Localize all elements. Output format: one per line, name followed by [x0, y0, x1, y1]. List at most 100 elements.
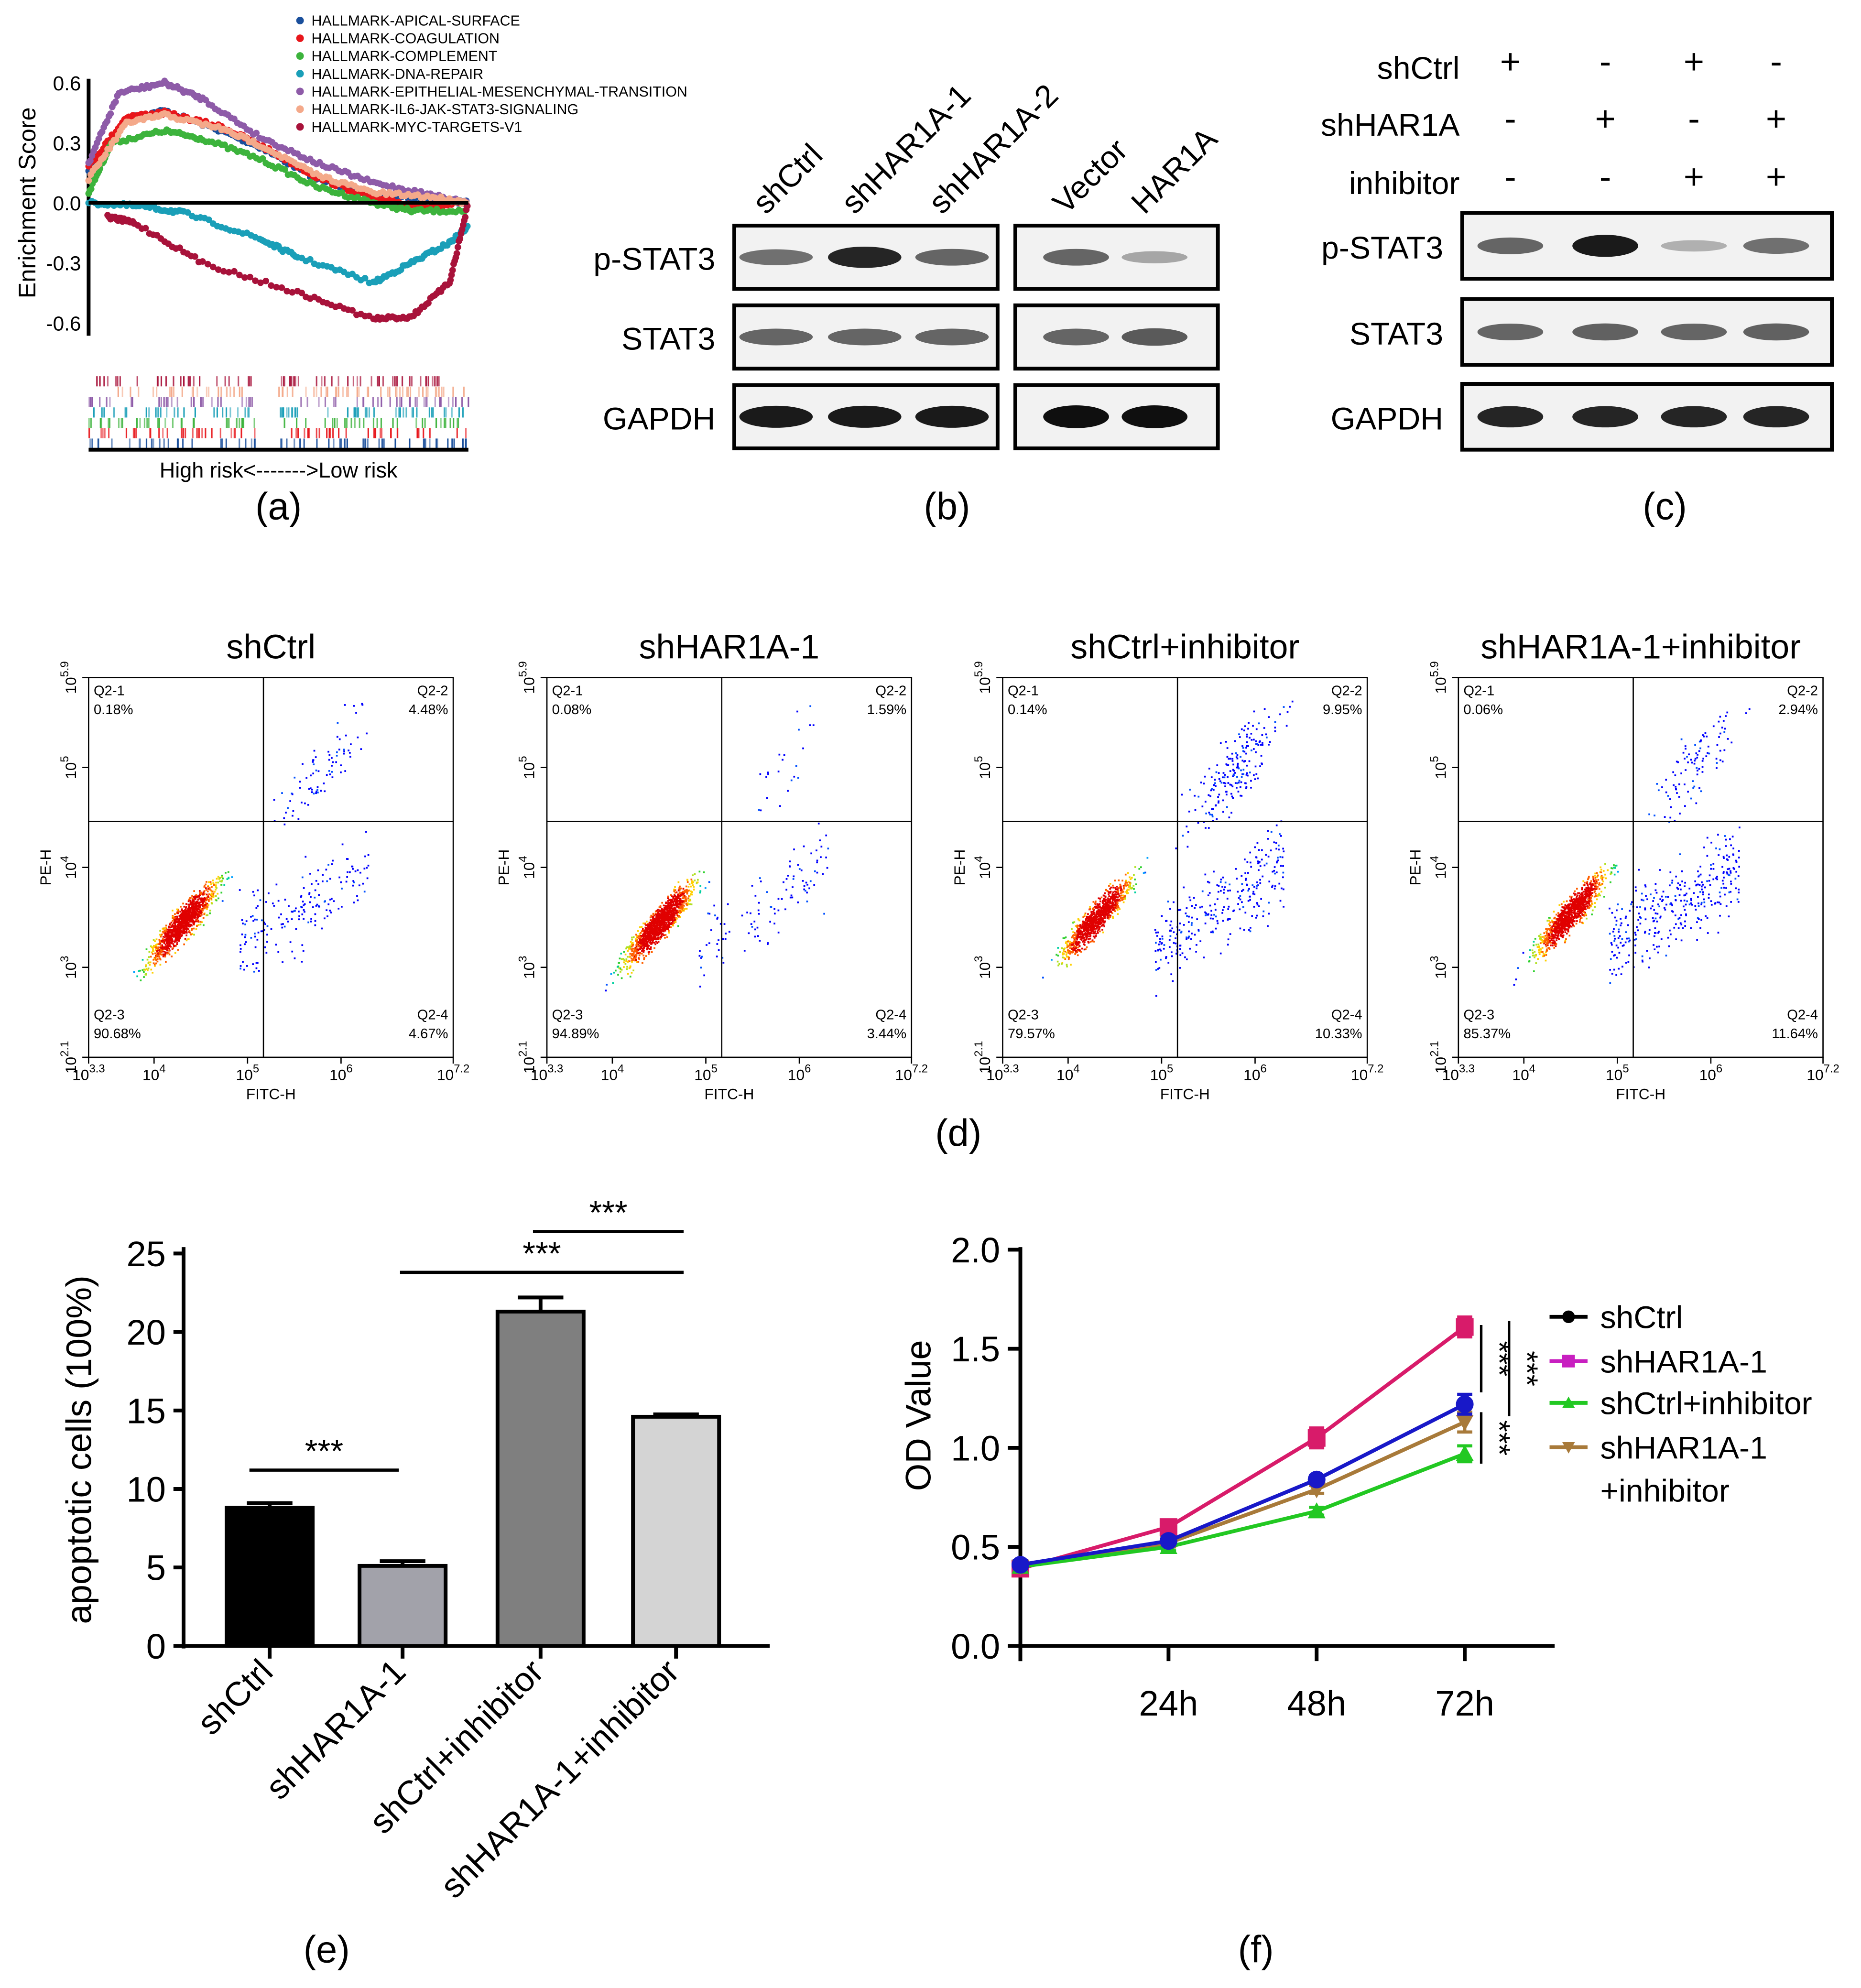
event-dot — [357, 869, 359, 871]
event-dot — [147, 962, 150, 965]
event-dot — [803, 885, 805, 887]
event-dot — [209, 910, 211, 912]
event-dot — [313, 763, 315, 766]
protein-band — [915, 249, 989, 266]
event-dot — [195, 903, 197, 905]
protein-band — [1043, 328, 1109, 346]
tick-base: 10 — [437, 1066, 454, 1084]
event-dot — [331, 776, 334, 778]
event-dot — [191, 914, 194, 916]
event-dot — [210, 890, 212, 891]
event-dot — [653, 942, 655, 944]
event-dot — [1188, 915, 1190, 918]
event-dot — [354, 870, 357, 872]
event-dot — [191, 912, 194, 914]
enrichment-point — [204, 261, 211, 268]
event-dot — [713, 904, 716, 907]
event-dot — [187, 922, 190, 924]
event-dot — [178, 910, 180, 913]
event-dot — [741, 914, 743, 917]
tick-exponent: 5 — [711, 1063, 718, 1075]
event-dot — [355, 712, 357, 714]
event-dot — [244, 934, 247, 936]
tick-exponent: 4 — [618, 1063, 624, 1075]
event-dot — [813, 884, 816, 886]
event-dot — [160, 935, 162, 938]
event-dot — [638, 958, 640, 960]
event-dot — [221, 876, 223, 878]
event-dot — [152, 962, 155, 965]
event-dot — [624, 963, 627, 965]
event-dot — [631, 972, 633, 974]
event-dot — [639, 926, 641, 928]
event-dot — [615, 969, 617, 972]
event-dot — [196, 917, 198, 919]
event-dot — [211, 894, 213, 896]
event-dot — [1253, 886, 1255, 888]
event-dot — [329, 899, 331, 901]
event-dot — [795, 765, 797, 767]
event-dot — [287, 807, 289, 809]
event-dot — [327, 903, 330, 905]
event-dot — [218, 897, 219, 900]
event-dot — [759, 940, 761, 942]
event-dot — [797, 864, 799, 866]
event-dot — [362, 882, 364, 885]
event-dot — [792, 886, 794, 888]
event-dot — [196, 896, 199, 898]
event-dot — [666, 905, 668, 907]
flow-plot: shCtrlQ2-10.18%Q2-24.48%Q2-390.68%Q2-44.… — [37, 628, 469, 1103]
event-dot — [1220, 879, 1222, 880]
event-dot — [214, 891, 216, 893]
event-dot — [773, 908, 776, 910]
event-dot — [254, 946, 257, 948]
event-dot — [651, 930, 653, 932]
tick-base: 10 — [521, 677, 538, 694]
event-dot — [328, 770, 330, 772]
event-dot — [756, 926, 759, 929]
event-dot — [675, 901, 678, 903]
event-dot — [657, 912, 659, 914]
event-dot — [175, 945, 177, 947]
event-dot — [648, 922, 651, 923]
event-dot — [660, 913, 663, 916]
event-dot — [677, 916, 680, 918]
event-dot — [644, 940, 647, 942]
event-dot — [336, 736, 338, 738]
event-dot — [174, 913, 176, 915]
event-dot — [650, 943, 653, 945]
event-dot — [151, 951, 153, 954]
event-dot — [351, 865, 353, 868]
event-dot — [257, 932, 260, 934]
event-dot — [254, 933, 256, 934]
event-dot — [174, 927, 177, 929]
event-dot — [206, 904, 208, 906]
event-dot — [1190, 938, 1192, 940]
event-dot — [1208, 812, 1210, 814]
event-dot — [817, 822, 820, 825]
event-dot — [184, 923, 186, 924]
event-dot — [161, 940, 163, 943]
quadrant-name: Q2-1 — [94, 684, 125, 699]
event-dot — [199, 923, 202, 926]
event-dot — [1283, 850, 1285, 853]
event-dot — [212, 882, 215, 884]
tick-base: 10 — [521, 862, 538, 879]
event-dot — [152, 958, 154, 961]
event-dot — [180, 905, 182, 908]
event-dot — [1104, 892, 1106, 894]
event-dot — [200, 911, 202, 913]
event-dot — [667, 927, 669, 929]
event-dot — [798, 868, 801, 870]
event-dot — [654, 937, 657, 939]
protein-band — [1477, 323, 1544, 340]
event-dot — [353, 705, 355, 707]
event-dot — [167, 939, 169, 942]
event-dot — [661, 922, 663, 924]
event-dot — [330, 912, 332, 913]
event-dot — [176, 929, 179, 932]
event-dot — [217, 892, 219, 895]
event-dot — [320, 790, 322, 792]
event-dot — [317, 792, 319, 793]
